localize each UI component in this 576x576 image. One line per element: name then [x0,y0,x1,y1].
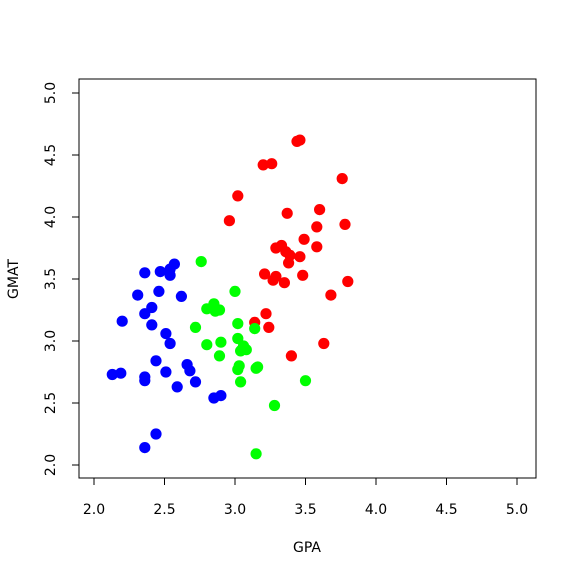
x-tick-label: 5.0 [506,502,528,518]
data-point [150,428,161,439]
x-tick-label: 4.0 [365,502,387,518]
y-tick-label: 2.0 [43,454,59,476]
data-point [232,190,243,201]
data-point [150,355,161,366]
data-point [318,338,329,349]
data-point [214,304,225,315]
data-point [190,322,201,333]
data-point [146,302,157,313]
data-point [294,135,305,146]
data-point [196,256,207,267]
series-3 [107,259,227,454]
data-point [300,375,311,386]
data-point [215,390,226,401]
data-point [311,241,322,252]
data-point [337,173,348,184]
data-point [266,158,277,169]
data-point [169,259,180,270]
y-tick-label: 4.0 [43,206,59,228]
points-layer [107,135,354,460]
data-point [314,204,325,215]
data-point [282,208,293,219]
data-point [279,277,290,288]
data-point [339,219,350,230]
data-point [172,381,183,392]
data-point [325,290,336,301]
data-point [184,365,195,376]
series-1 [224,135,354,362]
x-tick-label: 3.0 [224,502,246,518]
data-point [132,290,143,301]
x-tick-label: 2.5 [153,502,175,518]
data-point [176,291,187,302]
data-point [155,266,166,277]
y-tick-label: 4.5 [43,144,59,166]
data-point [251,448,262,459]
y-axis-title: GMAT [6,259,22,299]
data-point [214,350,225,361]
data-point [146,319,157,330]
data-point [283,257,294,268]
data-point [165,270,176,281]
data-point [311,221,322,232]
y-axis: 2.0 2.5 3.0 3.5 4.0 4.5 5.0 [43,82,79,476]
data-point [215,337,226,348]
data-point [232,318,243,329]
x-axis: 2.0 2.5 3.0 3.5 4.0 4.5 5.0 [83,478,528,518]
data-point [286,350,297,361]
data-point [297,270,308,281]
data-point [160,328,171,339]
data-point [235,376,246,387]
data-point [241,344,252,355]
y-tick-label: 2.5 [43,392,59,414]
data-point [263,322,274,333]
data-point [252,361,263,372]
data-point [117,316,128,327]
data-point [115,368,126,379]
data-point [269,400,280,411]
data-point [249,323,260,334]
x-axis-title: GPA [293,540,321,556]
data-point [342,276,353,287]
data-point [201,339,212,350]
data-point [299,234,310,245]
data-point [294,251,305,262]
data-point [160,366,171,377]
data-point [260,308,271,319]
data-point [139,442,150,453]
data-point [165,338,176,349]
data-point [229,286,240,297]
x-tick-label: 3.5 [294,502,316,518]
x-tick-label: 2.0 [83,502,105,518]
data-point [232,364,243,375]
data-point [153,286,164,297]
y-tick-label: 5.0 [43,82,59,104]
data-point [139,375,150,386]
data-point [139,267,150,278]
data-point [190,376,201,387]
data-point [224,215,235,226]
y-tick-label: 3.0 [43,330,59,352]
x-tick-label: 4.5 [435,502,457,518]
plot-frame [79,79,536,478]
y-tick-label: 3.5 [43,268,59,290]
